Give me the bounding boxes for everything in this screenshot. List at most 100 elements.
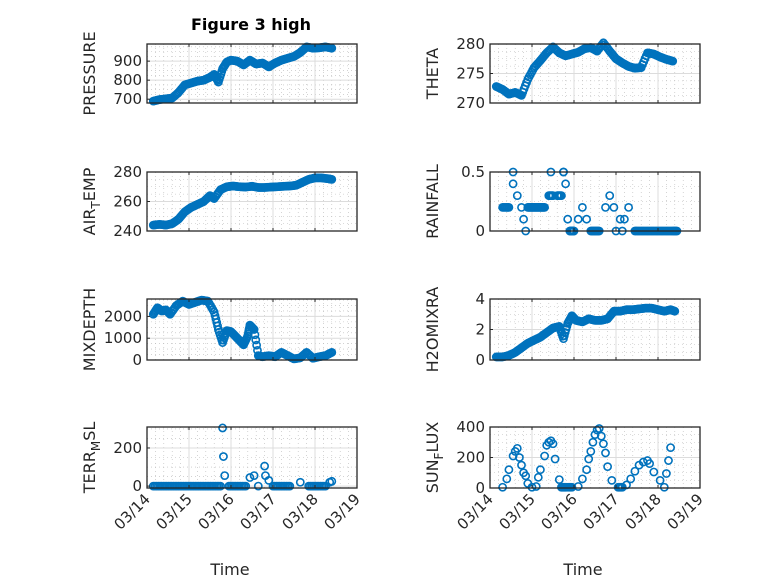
- data-point: [515, 453, 524, 462]
- y-tick-label: 400: [456, 418, 485, 436]
- axes-box: [146, 298, 358, 361]
- scatter-series: [148, 423, 337, 491]
- y-axis-label: AIRTEMP: [80, 167, 103, 235]
- data-point: [601, 448, 610, 458]
- y-axis-label-rest: EMP: [80, 167, 99, 201]
- data-point: [517, 460, 526, 470]
- data-point: [645, 459, 654, 468]
- data-point: [624, 202, 633, 212]
- data-point: [326, 348, 335, 358]
- data-point: [260, 461, 269, 471]
- panel-mixdepth: 0 1000 2000 MIXDEPTH: [80, 288, 358, 371]
- y-tick-label: 800: [113, 71, 142, 89]
- y-tick-label: 200: [456, 449, 485, 467]
- data-point: [573, 214, 583, 224]
- axes-box: [489, 171, 701, 232]
- data-point: [527, 482, 537, 492]
- data-point: [662, 469, 671, 478]
- axes-box: [146, 43, 358, 104]
- data-point: [536, 465, 545, 475]
- data-point: [327, 476, 337, 486]
- scatter-series: [491, 38, 678, 100]
- data-point: [582, 465, 591, 475]
- data-point: [214, 481, 224, 491]
- data-point: [540, 451, 549, 461]
- data-point: [578, 202, 587, 212]
- y-tick-label: 2: [475, 321, 485, 339]
- y-tick-label: 275: [456, 65, 485, 83]
- y-tick-label: 0: [475, 479, 485, 497]
- data-point: [584, 454, 594, 464]
- panel-rainfall: 0 0.5 RAINFALL: [423, 163, 701, 240]
- data-point: [212, 318, 222, 327]
- y-tick-label: 2000: [104, 307, 142, 325]
- y-axis-label: THETA: [423, 48, 442, 100]
- data-point: [208, 305, 218, 315]
- y-axis-label: MIXDEPTH: [80, 288, 99, 371]
- x-axis-label: Time: [209, 560, 249, 579]
- data-point: [607, 475, 617, 485]
- data-point: [556, 191, 565, 200]
- data-point: [550, 454, 560, 464]
- y-tick-label: 4: [475, 290, 485, 308]
- axes-box: [146, 426, 358, 489]
- data-point: [245, 473, 255, 482]
- panel-air_temp: 240 260 280 AIRTEMP: [80, 163, 358, 240]
- data-point: [531, 482, 541, 491]
- data-point: [664, 456, 673, 465]
- figure-title: Figure 3 high: [191, 15, 311, 34]
- data-point: [326, 174, 336, 184]
- data-point: [251, 335, 261, 345]
- y-axis-label: TERRMSL: [80, 422, 103, 495]
- data-point: [544, 437, 554, 447]
- y-tick-label: 0: [132, 351, 142, 369]
- data-point: [283, 481, 293, 491]
- y-axis-label-subscript: F: [432, 452, 446, 459]
- panel-theta: 270 275 280 THETA: [423, 35, 701, 112]
- data-point: [503, 202, 513, 212]
- data-point: [620, 214, 629, 224]
- data-point: [588, 437, 598, 447]
- data-point: [649, 467, 659, 477]
- data-point: [539, 202, 549, 212]
- y-tick-label: 0: [475, 222, 485, 240]
- scatter-series: [148, 173, 337, 230]
- data-point: [655, 475, 665, 485]
- data-point: [220, 471, 230, 481]
- x-axis-label: Time: [562, 560, 602, 579]
- data-point: [669, 306, 679, 316]
- data-point: [219, 452, 228, 461]
- data-point: [498, 482, 507, 492]
- data-point: [170, 91, 180, 101]
- data-point: [563, 214, 573, 224]
- y-axis-label: RAINFALL: [423, 164, 442, 239]
- y-axis-label-subscript: T: [89, 201, 103, 210]
- data-point: [502, 474, 512, 484]
- data-point: [596, 431, 606, 441]
- data-point: [512, 443, 522, 453]
- y-tick-label: 200: [113, 439, 142, 457]
- y-axis-label: SUNFLUX: [423, 422, 446, 494]
- data-point: [601, 202, 610, 212]
- data-point: [582, 214, 591, 224]
- data-point: [626, 474, 636, 484]
- y-axis-label-subscript: M: [89, 441, 103, 451]
- data-point: [533, 472, 543, 482]
- data-point: [250, 330, 260, 340]
- data-point: [504, 465, 514, 475]
- data-point: [609, 202, 619, 212]
- data-point: [319, 481, 329, 491]
- data-point: [218, 423, 227, 433]
- data-point: [659, 482, 669, 492]
- data-point: [594, 424, 604, 433]
- y-tick-label: 260: [113, 193, 142, 211]
- data-point: [561, 179, 570, 189]
- y-tick-label: 1000: [104, 329, 142, 347]
- data-point: [603, 462, 612, 472]
- y-axis-label-main: SUN: [423, 459, 442, 493]
- data-point: [253, 481, 263, 491]
- y-tick-label: 280: [456, 35, 485, 53]
- data-point: [548, 439, 558, 449]
- data-point: [519, 214, 528, 224]
